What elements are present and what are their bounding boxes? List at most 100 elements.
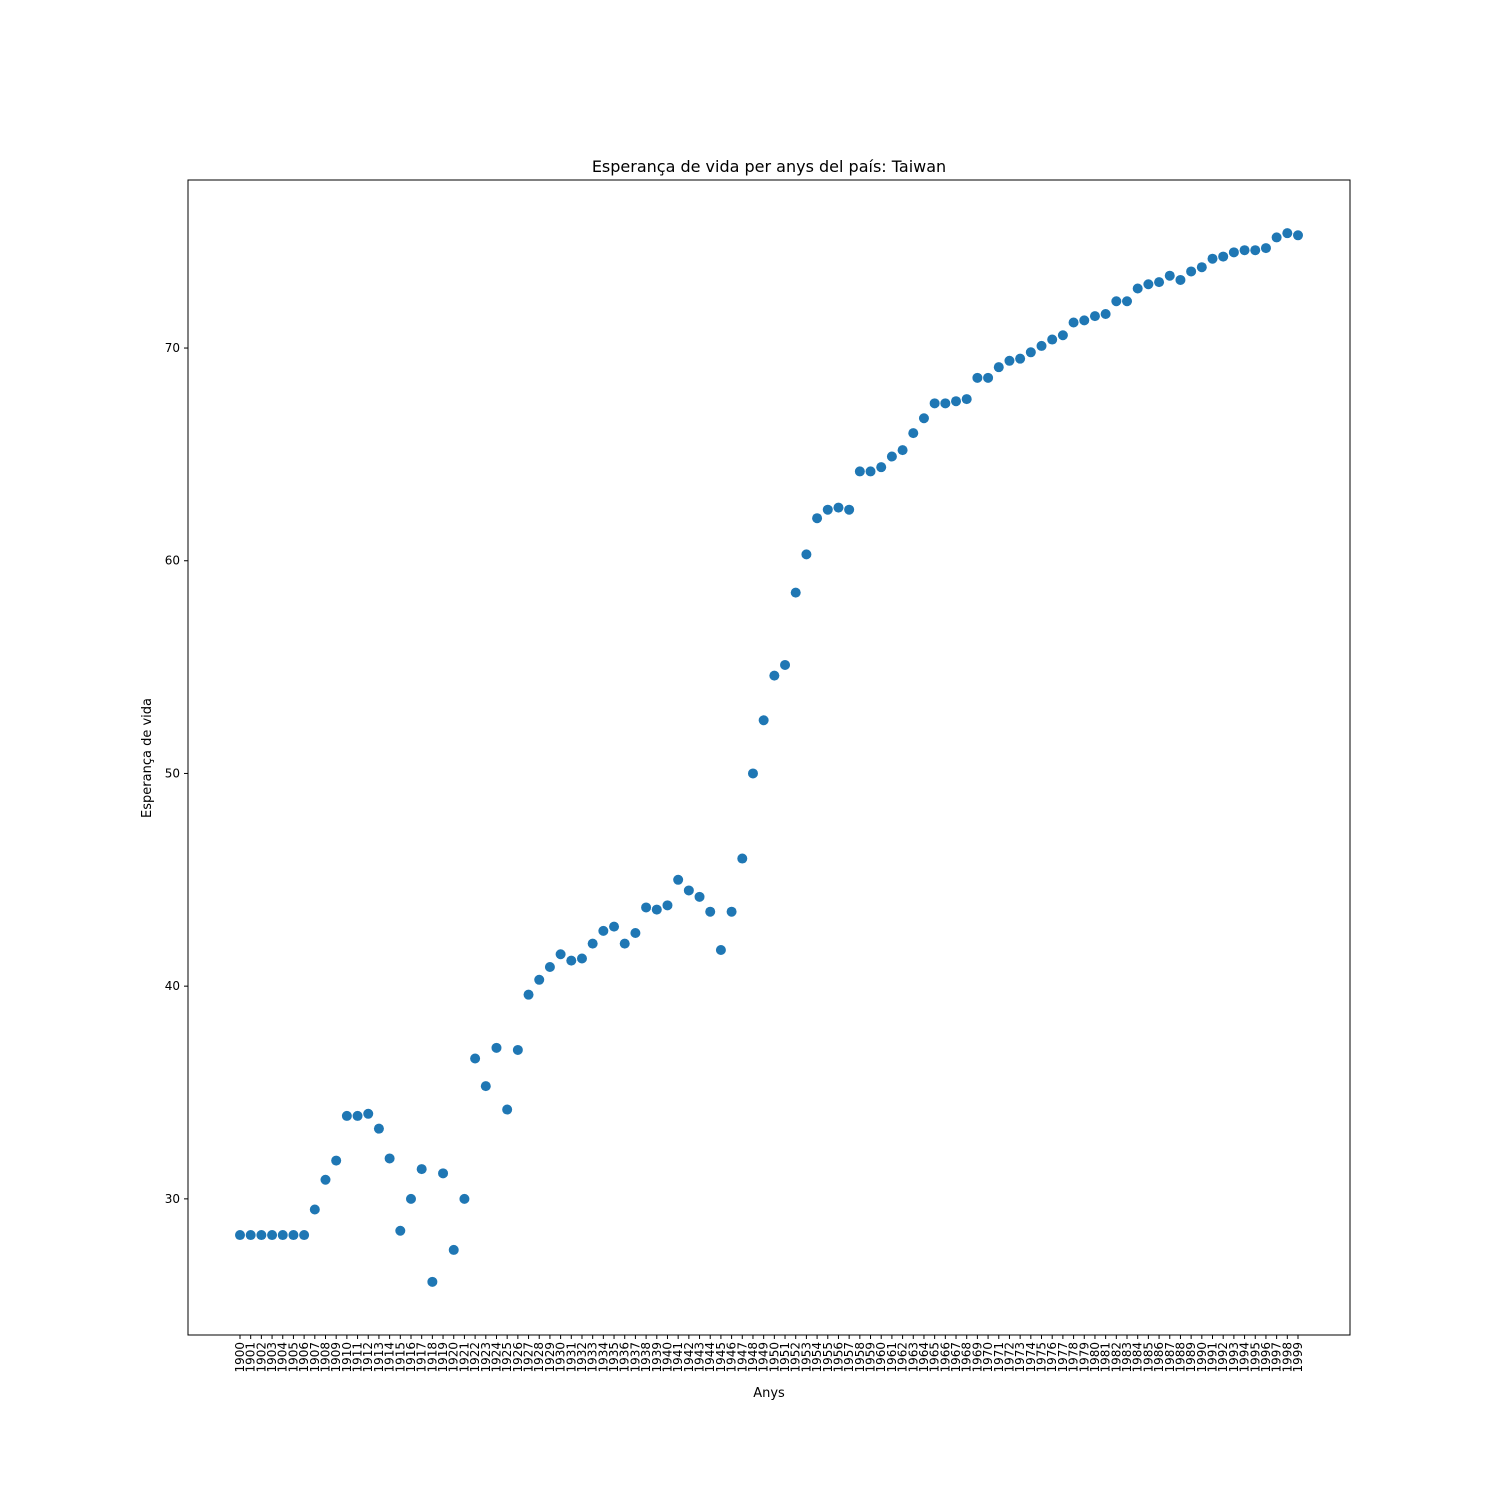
data-point: [1015, 353, 1026, 364]
data-point: [1025, 347, 1036, 358]
data-point: [662, 900, 673, 911]
x-tick-label: 1934: [596, 1342, 610, 1373]
x-tick-label: 1935: [607, 1342, 621, 1373]
data-point: [341, 1110, 352, 1121]
data-point: [363, 1108, 374, 1119]
data-point: [267, 1230, 278, 1241]
x-tick-label: 1904: [276, 1342, 290, 1373]
data-point: [993, 362, 1004, 373]
data-point: [502, 1104, 513, 1115]
x-tick-label: 1925: [500, 1342, 514, 1373]
x-tick-label: 1917: [415, 1342, 429, 1373]
data-point: [790, 587, 801, 598]
data-point: [459, 1193, 470, 1204]
data-point: [918, 413, 929, 424]
x-tick-label: 1973: [1013, 1342, 1027, 1373]
x-tick-label: 1995: [1248, 1342, 1262, 1373]
x-tick-label: 1992: [1216, 1342, 1230, 1373]
x-tick-label: 1911: [351, 1342, 365, 1373]
x-tick-label: 1921: [457, 1342, 471, 1373]
x-tick-label: 1976: [1045, 1342, 1059, 1373]
x-tick-label: 1930: [554, 1342, 568, 1373]
data-point: [1250, 245, 1261, 256]
data-point: [256, 1230, 267, 1241]
data-point: [576, 953, 587, 964]
x-tick-label: 1909: [329, 1342, 343, 1373]
data-point: [897, 445, 908, 456]
x-tick-label: 1979: [1077, 1342, 1091, 1373]
x-tick-label: 1966: [938, 1342, 952, 1373]
data-point: [1228, 247, 1239, 258]
x-tick-label: 1956: [831, 1342, 845, 1373]
data-point: [929, 398, 940, 409]
x-tick-label: 1985: [1141, 1342, 1155, 1373]
data-point: [373, 1123, 384, 1134]
data-point: [288, 1230, 299, 1241]
x-tick-label: 1977: [1056, 1342, 1070, 1373]
x-tick-label: 1984: [1131, 1342, 1145, 1373]
x-tick-label: 1920: [447, 1342, 461, 1373]
x-tick-label: 1982: [1109, 1342, 1123, 1373]
data-point: [1271, 232, 1282, 243]
x-tick-label: 1968: [960, 1342, 974, 1373]
x-tick-label: 1962: [896, 1342, 910, 1373]
data-point: [1196, 262, 1207, 273]
x-tick-label: 1900: [233, 1342, 247, 1373]
data-point: [470, 1053, 481, 1064]
y-tick-label: 70: [165, 341, 180, 355]
data-point: [1068, 317, 1079, 328]
x-tick-label: 1972: [1002, 1342, 1016, 1373]
x-tick-label: 1975: [1035, 1342, 1049, 1373]
data-point: [1175, 274, 1186, 285]
data-point: [908, 428, 919, 439]
x-tick-label: 1939: [650, 1342, 664, 1373]
data-point: [1089, 311, 1100, 322]
data-point: [587, 938, 598, 949]
x-tick-label: 1906: [297, 1342, 311, 1373]
x-tick-label: 1940: [660, 1342, 674, 1373]
x-tick-label: 1986: [1152, 1342, 1166, 1373]
x-tick-label: 1971: [992, 1342, 1006, 1373]
x-tick-label: 1958: [853, 1342, 867, 1373]
x-tick-label: 1926: [511, 1342, 525, 1373]
x-tick-label: 1943: [693, 1342, 707, 1373]
data-point: [833, 502, 844, 513]
x-tick-label: 1949: [757, 1342, 771, 1373]
x-tick-label: 1919: [436, 1342, 450, 1373]
data-point: [416, 1164, 427, 1175]
x-tick-label: 1959: [864, 1342, 878, 1373]
data-point: [641, 902, 652, 913]
x-tick-label: 1910: [340, 1342, 354, 1373]
x-axis-label: Anys: [753, 1386, 785, 1401]
data-point: [384, 1153, 395, 1164]
x-tick-label: 1974: [1024, 1342, 1038, 1373]
data-point: [395, 1225, 406, 1236]
x-tick-label: 1914: [383, 1342, 397, 1373]
data-point: [619, 938, 630, 949]
data-point: [822, 504, 833, 515]
x-tick-label: 1931: [564, 1342, 578, 1373]
x-tick-label: 1941: [671, 1342, 685, 1373]
x-tick-label: 1933: [586, 1342, 600, 1373]
data-point: [1111, 296, 1122, 307]
plot-area: [187, 179, 1351, 1336]
x-tick-label: 1903: [265, 1342, 279, 1373]
data-point: [801, 549, 812, 560]
x-tick-label: 1964: [917, 1342, 931, 1373]
data-point: [491, 1042, 502, 1053]
x-axis-ticks: 1900190119021903190419051906190719081909…: [233, 1335, 1305, 1373]
x-tick-label: 1924: [489, 1342, 503, 1373]
x-tick-label: 1994: [1238, 1342, 1252, 1373]
data-point: [715, 945, 726, 955]
data-point: [427, 1276, 438, 1287]
data-point: [876, 462, 887, 473]
data-point: [651, 904, 662, 915]
data-point: [780, 659, 791, 670]
data-point: [1260, 243, 1271, 254]
data-point: [480, 1081, 491, 1092]
x-tick-label: 1981: [1099, 1342, 1113, 1373]
data-point: [1239, 245, 1250, 256]
x-tick-label: 1923: [479, 1342, 493, 1373]
chart-title: Esperança de vida per anys del país: Tai…: [592, 157, 946, 176]
data-point: [1154, 277, 1165, 288]
